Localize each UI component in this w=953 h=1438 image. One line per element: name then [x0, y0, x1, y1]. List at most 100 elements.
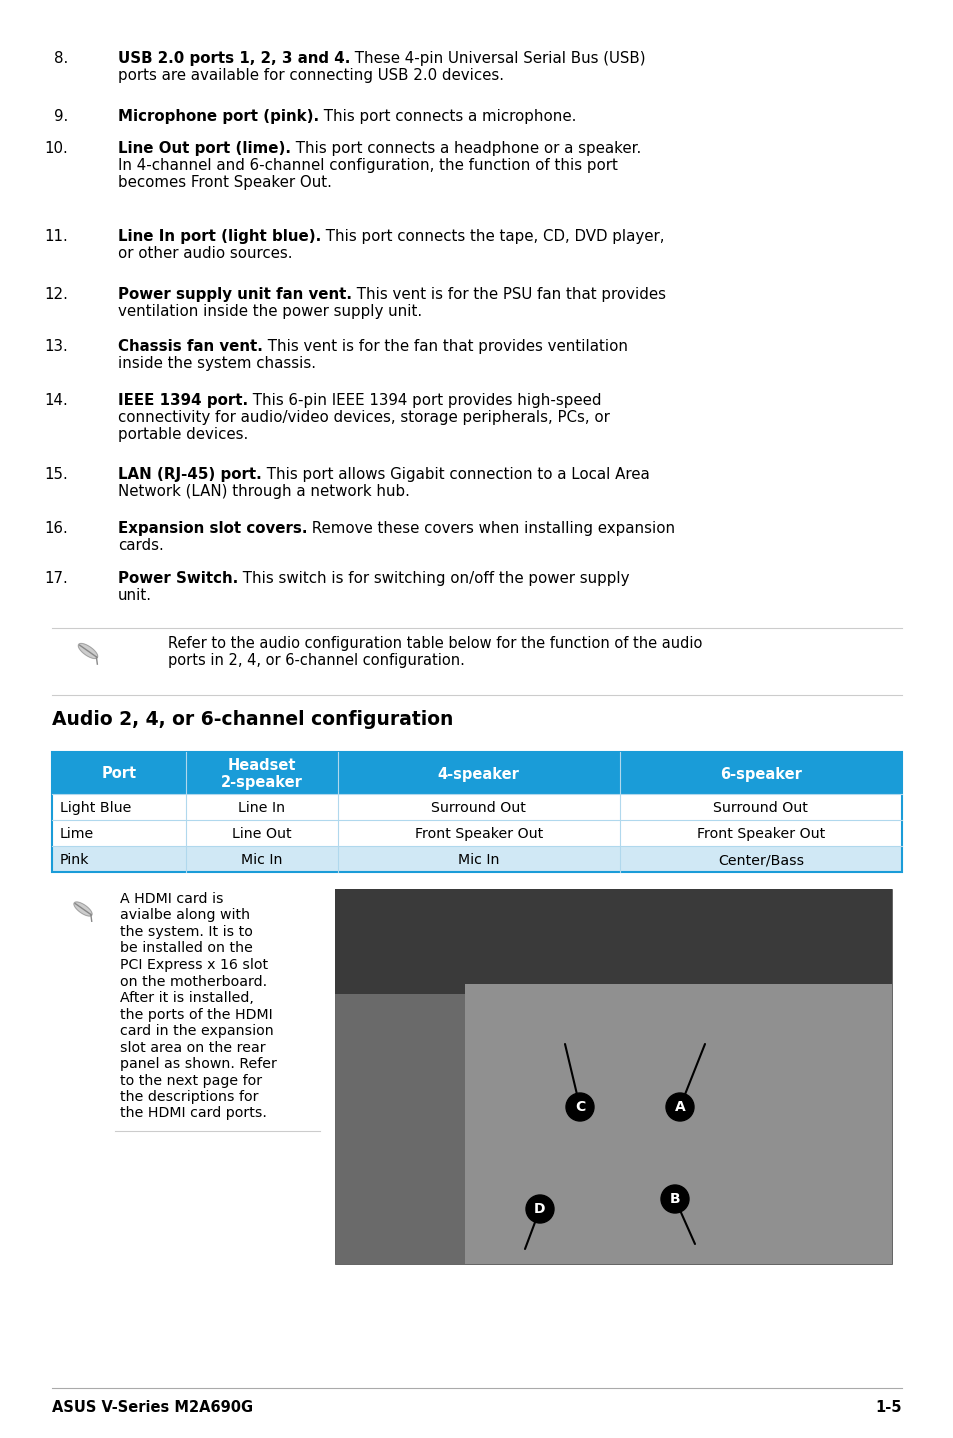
Text: Power supply unit fan vent.: Power supply unit fan vent. — [118, 288, 352, 302]
Bar — [337, 820, 619, 846]
Text: the HDMI card ports.: the HDMI card ports. — [120, 1106, 267, 1120]
Text: Microphone port (pink).: Microphone port (pink). — [118, 109, 319, 124]
Text: D: D — [534, 1202, 545, 1217]
Polygon shape — [78, 643, 97, 659]
Text: ports are available for connecting USB 2.0 devices.: ports are available for connecting USB 2… — [118, 68, 503, 83]
Text: Center/Bass: Center/Bass — [717, 853, 803, 867]
Text: PCI Express x 16 slot: PCI Express x 16 slot — [120, 958, 268, 972]
Text: portable devices.: portable devices. — [118, 427, 248, 441]
Text: the system. It is to: the system. It is to — [120, 925, 253, 939]
Bar — [52, 752, 901, 871]
Text: This switch is for switching on/off the power supply: This switch is for switching on/off the … — [238, 571, 629, 587]
Text: on the motherboard.: on the motherboard. — [120, 975, 267, 988]
Text: Pink: Pink — [60, 853, 90, 867]
Text: This port connects a microphone.: This port connects a microphone. — [319, 109, 576, 124]
Text: 13.: 13. — [44, 339, 68, 354]
Text: ASUS V-Series M2A690G: ASUS V-Series M2A690G — [52, 1401, 253, 1415]
Bar — [619, 752, 901, 794]
Text: ports in 2, 4, or 6-channel configuration.: ports in 2, 4, or 6-channel configuratio… — [168, 653, 464, 669]
Bar — [52, 820, 186, 846]
Circle shape — [565, 1093, 594, 1122]
Text: Lime: Lime — [60, 827, 94, 841]
Bar — [52, 794, 186, 820]
Bar — [335, 889, 891, 1264]
Bar — [619, 820, 901, 846]
Text: This vent is for the PSU fan that provides: This vent is for the PSU fan that provid… — [352, 288, 665, 302]
Text: the ports of the HDMI: the ports of the HDMI — [120, 1008, 273, 1021]
Bar — [52, 846, 186, 871]
Bar — [337, 794, 619, 820]
Text: Line In port (light blue).: Line In port (light blue). — [118, 229, 321, 244]
Text: Refer to the audio configuration table below for the function of the audio: Refer to the audio configuration table b… — [168, 636, 701, 651]
Text: 17.: 17. — [44, 571, 68, 587]
Text: C: C — [575, 1100, 584, 1114]
Text: Expansion slot covers.: Expansion slot covers. — [118, 521, 307, 536]
Text: panel as shown. Refer: panel as shown. Refer — [120, 1057, 276, 1071]
Text: 12.: 12. — [44, 288, 68, 302]
Bar — [619, 846, 901, 871]
Polygon shape — [74, 902, 91, 916]
Bar — [337, 752, 619, 794]
Circle shape — [525, 1195, 554, 1222]
Text: Front Speaker Out: Front Speaker Out — [415, 827, 542, 841]
Text: cards.: cards. — [118, 538, 164, 554]
Text: Power Switch.: Power Switch. — [118, 571, 238, 587]
Text: 4-speaker: 4-speaker — [437, 766, 519, 781]
Text: This port allows Gigabit connection to a Local Area: This port allows Gigabit connection to a… — [261, 467, 649, 482]
Text: Mic In: Mic In — [241, 853, 282, 867]
Text: ventilation inside the power supply unit.: ventilation inside the power supply unit… — [118, 303, 421, 319]
Text: 10.: 10. — [44, 141, 68, 155]
Text: Audio 2, 4, or 6-channel configuration: Audio 2, 4, or 6-channel configuration — [52, 710, 453, 729]
Bar — [464, 984, 891, 1264]
Bar — [619, 794, 901, 820]
Text: Mic In: Mic In — [457, 853, 499, 867]
Text: 16.: 16. — [44, 521, 68, 536]
Bar — [337, 846, 619, 871]
Text: These 4-pin Universal Serial Bus (USB): These 4-pin Universal Serial Bus (USB) — [350, 50, 645, 66]
Text: Line In: Line In — [238, 801, 285, 815]
Circle shape — [665, 1093, 693, 1122]
Text: 14.: 14. — [44, 393, 68, 408]
Text: Front Speaker Out: Front Speaker Out — [696, 827, 824, 841]
Text: In 4-channel and 6-channel configuration, the function of this port: In 4-channel and 6-channel configuration… — [118, 158, 618, 173]
Text: 1-5: 1-5 — [875, 1401, 901, 1415]
Text: 8.: 8. — [53, 50, 68, 66]
Bar — [186, 820, 337, 846]
Text: This port connects the tape, CD, DVD player,: This port connects the tape, CD, DVD pla… — [321, 229, 664, 244]
Bar — [335, 889, 891, 994]
Text: A HDMI card is: A HDMI card is — [120, 892, 223, 906]
Text: or other audio sources.: or other audio sources. — [118, 246, 293, 262]
Text: be installed on the: be installed on the — [120, 942, 253, 955]
Text: This vent is for the fan that provides ventilation: This vent is for the fan that provides v… — [263, 339, 627, 354]
Text: Line Out port (lime).: Line Out port (lime). — [118, 141, 291, 155]
Text: Surround Out: Surround Out — [431, 801, 526, 815]
Text: IEEE 1394 port.: IEEE 1394 port. — [118, 393, 248, 408]
Text: to the next page for: to the next page for — [120, 1074, 262, 1087]
Text: 9.: 9. — [53, 109, 68, 124]
Text: 11.: 11. — [44, 229, 68, 244]
Text: A: A — [674, 1100, 684, 1114]
Text: card in the expansion: card in the expansion — [120, 1024, 274, 1038]
Text: Remove these covers when installing expansion: Remove these covers when installing expa… — [307, 521, 675, 536]
Text: connectivity for audio/video devices, storage peripherals, PCs, or: connectivity for audio/video devices, st… — [118, 410, 609, 426]
Text: Port: Port — [101, 766, 136, 781]
Bar — [186, 794, 337, 820]
Text: Network (LAN) through a network hub.: Network (LAN) through a network hub. — [118, 485, 410, 499]
Text: slot area on the rear: slot area on the rear — [120, 1041, 265, 1054]
Text: the descriptions for: the descriptions for — [120, 1090, 258, 1104]
Text: unit.: unit. — [118, 588, 152, 603]
Text: Headset: Headset — [228, 758, 295, 774]
Bar — [186, 846, 337, 871]
Text: Chassis fan vent.: Chassis fan vent. — [118, 339, 263, 354]
Text: 2-speaker: 2-speaker — [221, 775, 302, 791]
Text: This 6-pin IEEE 1394 port provides high-speed: This 6-pin IEEE 1394 port provides high-… — [248, 393, 601, 408]
Text: Surround Out: Surround Out — [713, 801, 807, 815]
Text: This port connects a headphone or a speaker.: This port connects a headphone or a spea… — [291, 141, 640, 155]
Text: After it is installed,: After it is installed, — [120, 991, 253, 1005]
Text: inside the system chassis.: inside the system chassis. — [118, 357, 315, 371]
Text: 6-speaker: 6-speaker — [720, 766, 801, 781]
Text: Line Out: Line Out — [232, 827, 292, 841]
Text: Light Blue: Light Blue — [60, 801, 132, 815]
Bar — [186, 752, 337, 794]
Text: avialbe along with: avialbe along with — [120, 909, 250, 923]
